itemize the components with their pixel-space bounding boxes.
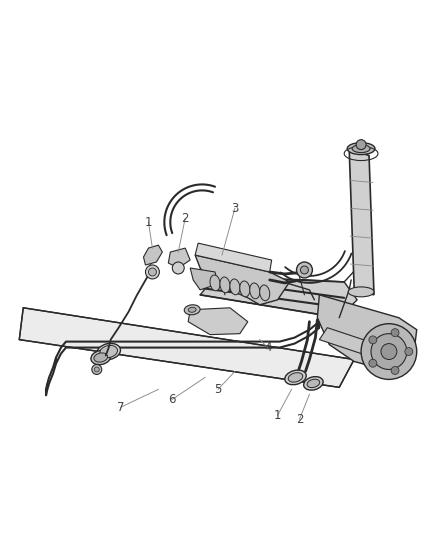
Polygon shape: [319, 328, 387, 360]
Circle shape: [148, 268, 156, 276]
Circle shape: [391, 329, 399, 337]
Ellipse shape: [240, 281, 250, 297]
Polygon shape: [318, 295, 417, 375]
Polygon shape: [168, 248, 190, 268]
Circle shape: [145, 265, 159, 279]
Ellipse shape: [230, 279, 240, 295]
Polygon shape: [19, 308, 354, 387]
Circle shape: [361, 324, 417, 379]
Ellipse shape: [94, 353, 108, 362]
Circle shape: [391, 367, 399, 375]
Polygon shape: [190, 268, 218, 290]
Ellipse shape: [352, 144, 370, 152]
Polygon shape: [195, 243, 272, 272]
Text: 2: 2: [181, 212, 189, 225]
Polygon shape: [188, 308, 248, 335]
Circle shape: [297, 262, 312, 278]
Circle shape: [172, 262, 184, 274]
Polygon shape: [349, 149, 374, 295]
Ellipse shape: [288, 373, 303, 382]
Polygon shape: [200, 277, 357, 318]
Ellipse shape: [220, 277, 230, 293]
Circle shape: [369, 359, 377, 367]
Circle shape: [92, 365, 102, 375]
Ellipse shape: [184, 305, 200, 315]
Ellipse shape: [250, 283, 260, 299]
Text: 5: 5: [214, 383, 222, 396]
Ellipse shape: [97, 343, 120, 360]
Text: 2: 2: [296, 413, 303, 426]
Ellipse shape: [304, 377, 323, 390]
Ellipse shape: [210, 275, 220, 291]
Ellipse shape: [347, 143, 375, 155]
Text: 1: 1: [145, 216, 152, 229]
Circle shape: [300, 266, 308, 274]
Text: 1: 1: [274, 409, 281, 422]
Polygon shape: [195, 255, 290, 305]
Polygon shape: [144, 245, 162, 265]
Circle shape: [371, 334, 407, 369]
Text: 6: 6: [169, 393, 176, 406]
Circle shape: [94, 367, 99, 372]
Ellipse shape: [260, 285, 270, 301]
Ellipse shape: [348, 287, 374, 297]
Circle shape: [356, 140, 366, 150]
Circle shape: [369, 336, 377, 344]
Text: 4: 4: [264, 341, 272, 354]
Ellipse shape: [91, 350, 110, 365]
Text: 3: 3: [231, 202, 239, 215]
Ellipse shape: [307, 379, 320, 387]
Text: 7: 7: [117, 401, 124, 414]
Circle shape: [381, 344, 397, 360]
Ellipse shape: [285, 370, 306, 385]
Ellipse shape: [188, 307, 196, 312]
Ellipse shape: [100, 345, 117, 358]
Circle shape: [405, 348, 413, 356]
